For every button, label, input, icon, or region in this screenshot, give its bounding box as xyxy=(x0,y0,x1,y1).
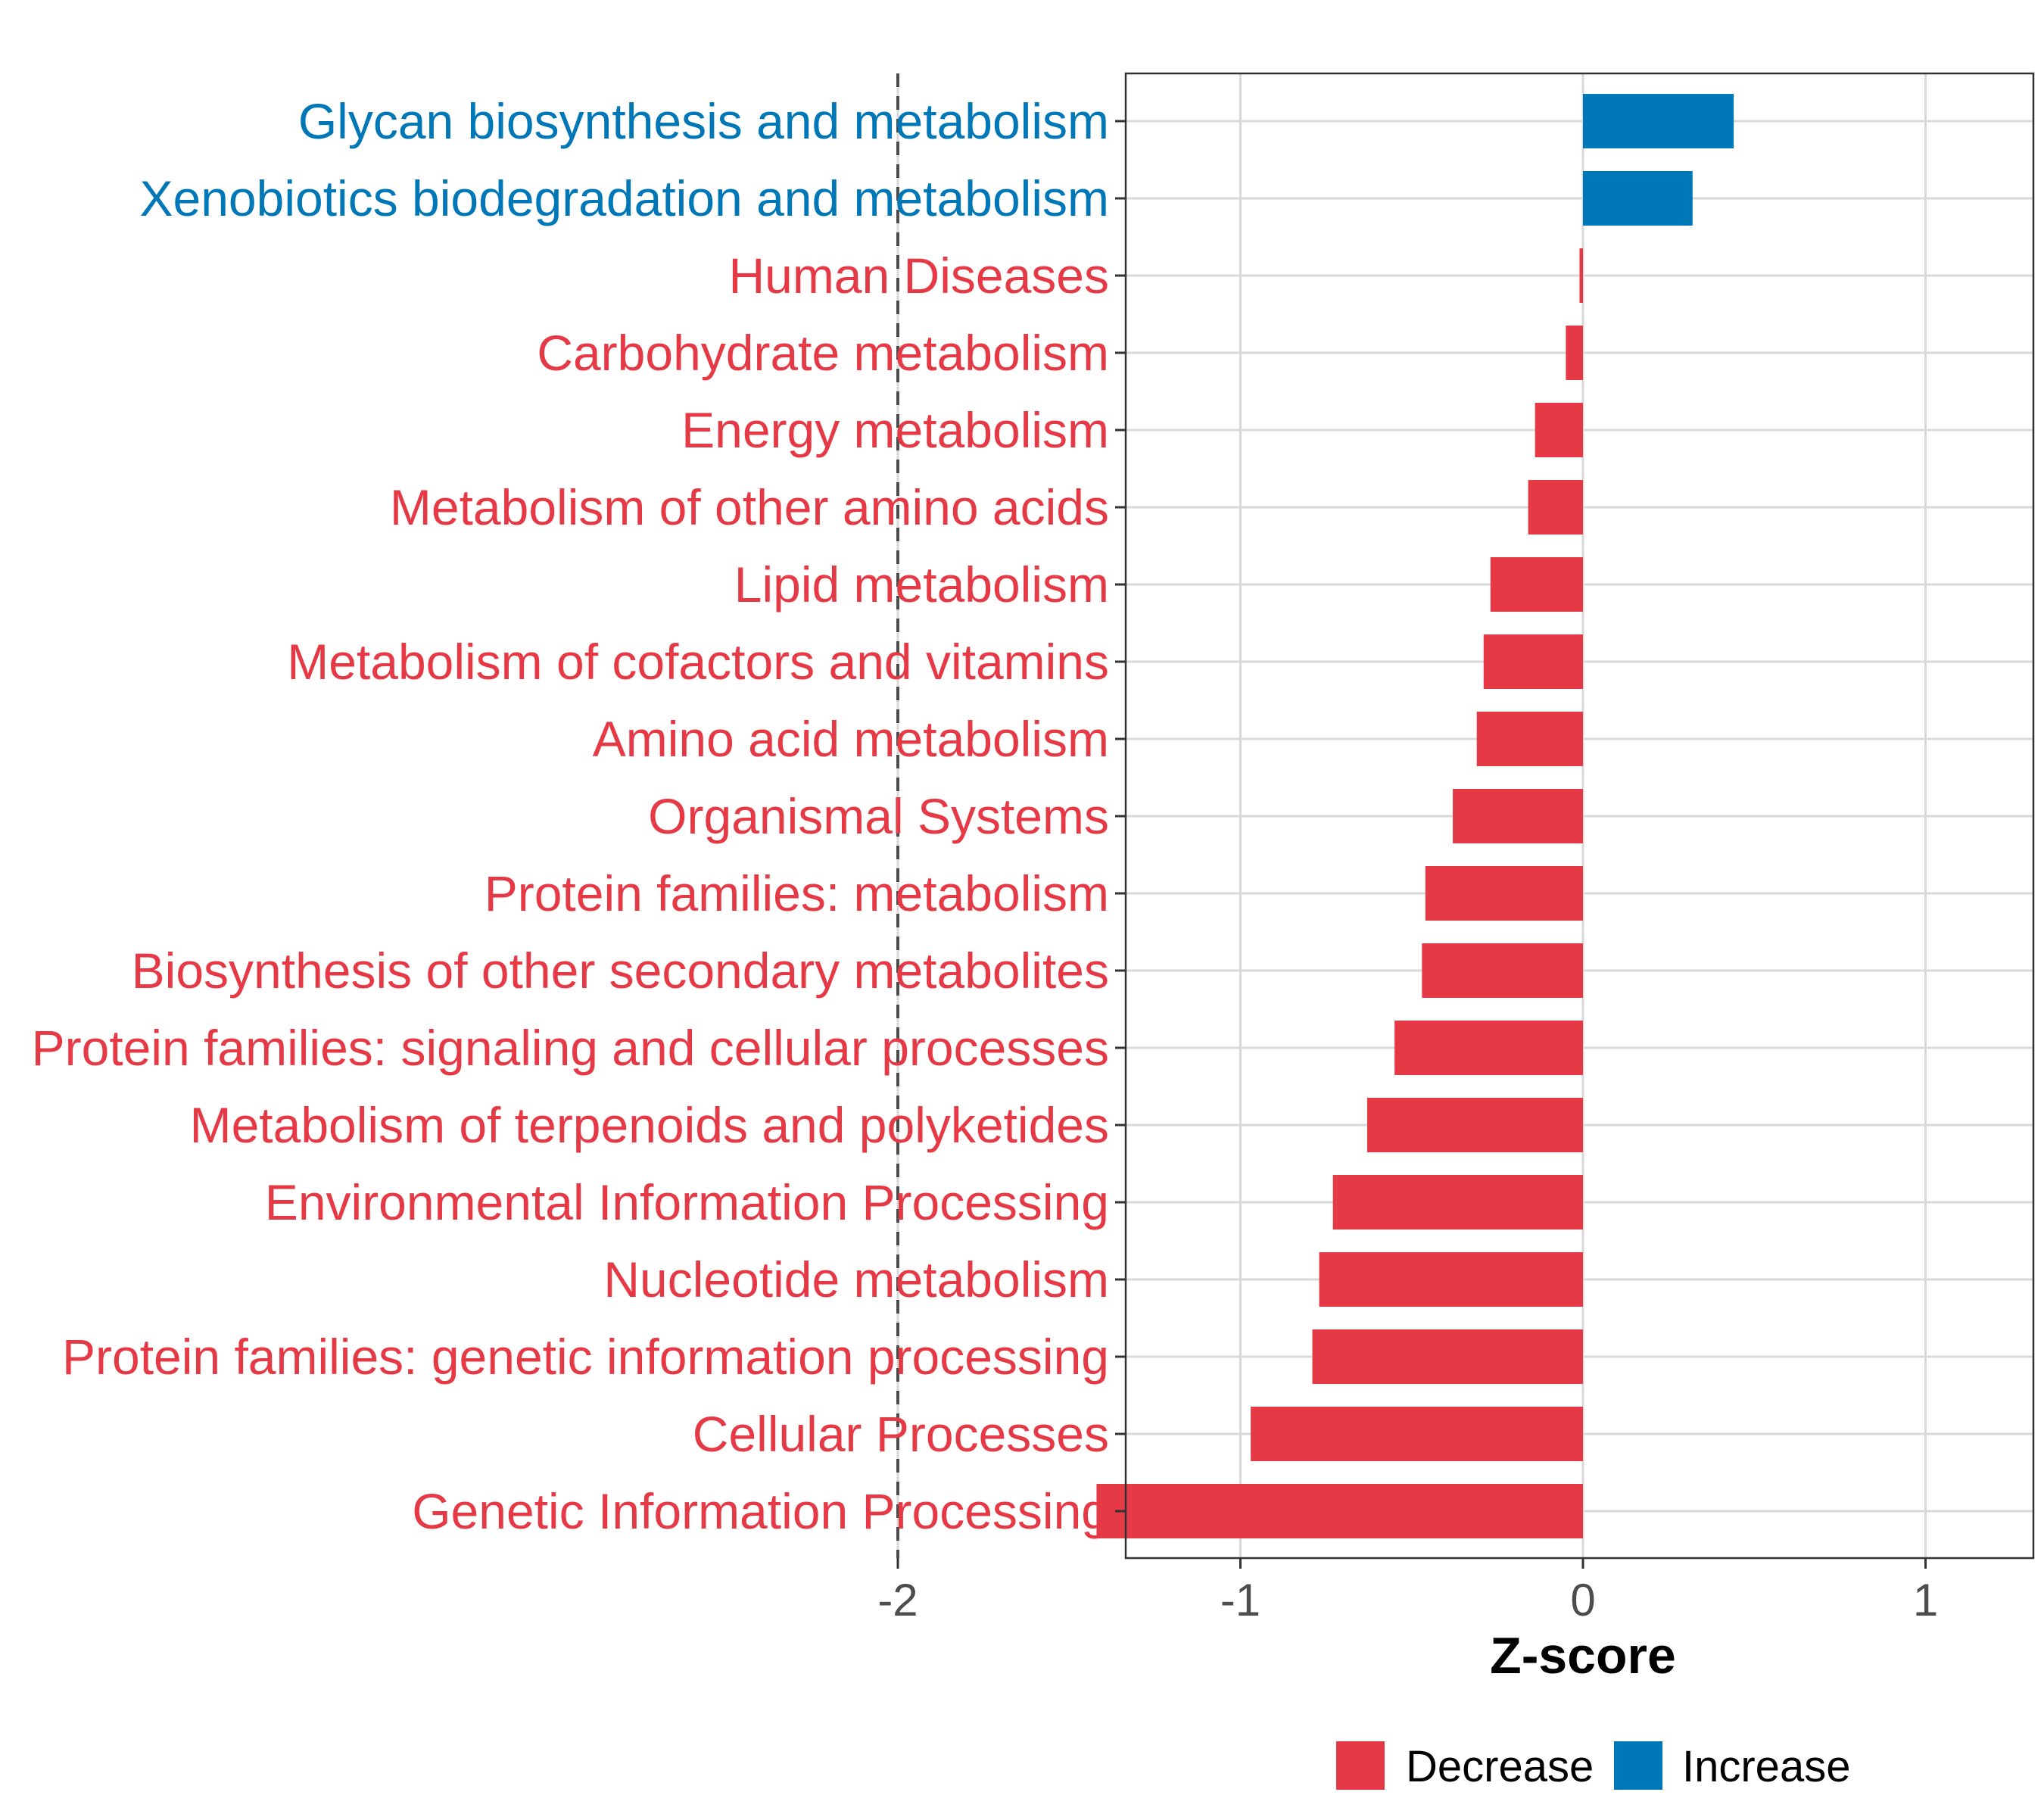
x-tick-label: -1 xyxy=(1220,1575,1260,1625)
category-label: Organismal Systems xyxy=(648,788,1109,844)
bar xyxy=(1583,171,1693,226)
bar xyxy=(1566,326,1583,380)
category-label: Human Diseases xyxy=(728,248,1109,304)
category-label: Metabolism of terpenoids and polyketides xyxy=(190,1097,1109,1153)
category-label: Protein families: metabolism xyxy=(485,865,1109,921)
category-label: Biosynthesis of other secondary metaboli… xyxy=(132,943,1109,999)
legend-label-increase: Increase xyxy=(1682,1742,1850,1791)
bar xyxy=(1366,1098,1583,1152)
category-label: Lipid metabolism xyxy=(734,556,1109,612)
category-label: Carbohydrate metabolism xyxy=(537,325,1109,381)
y-axis-ticks xyxy=(1115,120,1126,1513)
x-tick-label: -2 xyxy=(877,1575,918,1625)
category-label: Environmental Information Processing xyxy=(265,1174,1109,1230)
x-axis-ticks xyxy=(896,1558,1927,1569)
bar xyxy=(1453,789,1583,843)
bar xyxy=(1535,403,1583,457)
x-axis-labels: -2-1012 xyxy=(877,1575,1938,1625)
category-label: Metabolism of cofactors and vitamins xyxy=(287,634,1109,690)
category-label: Cellular Processes xyxy=(693,1406,1109,1462)
bar xyxy=(1528,480,1583,535)
bar xyxy=(1490,557,1583,612)
x-tick-label: 1 xyxy=(1913,1575,1938,1625)
category-label: Glycan biosynthesis and metabolism xyxy=(298,93,1109,149)
bar xyxy=(1251,1407,1583,1461)
bar xyxy=(1583,94,1734,148)
y-axis-labels: Glycan biosynthesis and metabolism Xenobi… xyxy=(32,93,1109,1539)
bar xyxy=(1476,712,1583,766)
legend-label-decrease: Decrease xyxy=(1406,1742,1594,1791)
reference-lines xyxy=(896,73,899,1558)
bar xyxy=(1312,1329,1583,1384)
bar xyxy=(1319,1252,1583,1307)
bars xyxy=(1096,94,1734,1538)
bar xyxy=(1394,1021,1583,1075)
bar xyxy=(1483,634,1583,689)
category-label: Energy metabolism xyxy=(681,402,1109,458)
category-label: Protein families: signaling and cellular… xyxy=(32,1020,1109,1076)
legend-swatch-decrease xyxy=(1336,1741,1385,1790)
legend-swatch-increase xyxy=(1614,1741,1662,1790)
bar xyxy=(1425,866,1583,921)
bar xyxy=(1096,1484,1583,1538)
category-label: Metabolism of other amino acids xyxy=(390,479,1109,535)
category-label: Xenobiotics biodegradation and metabolis… xyxy=(140,170,1110,226)
legend: Decrease Increase xyxy=(1336,1741,1850,1791)
bar xyxy=(1579,248,1583,303)
x-axis-title: Z-score xyxy=(1490,1627,1676,1685)
bar xyxy=(1422,943,1583,998)
bar xyxy=(1332,1175,1583,1230)
category-label: Protein families: genetic information pr… xyxy=(62,1329,1109,1385)
category-label: Amino acid metabolism xyxy=(593,711,1109,767)
category-label: Genetic Information Processing xyxy=(412,1483,1109,1539)
x-tick-label: 0 xyxy=(1570,1575,1595,1625)
category-label: Nucleotide metabolism xyxy=(603,1251,1109,1307)
